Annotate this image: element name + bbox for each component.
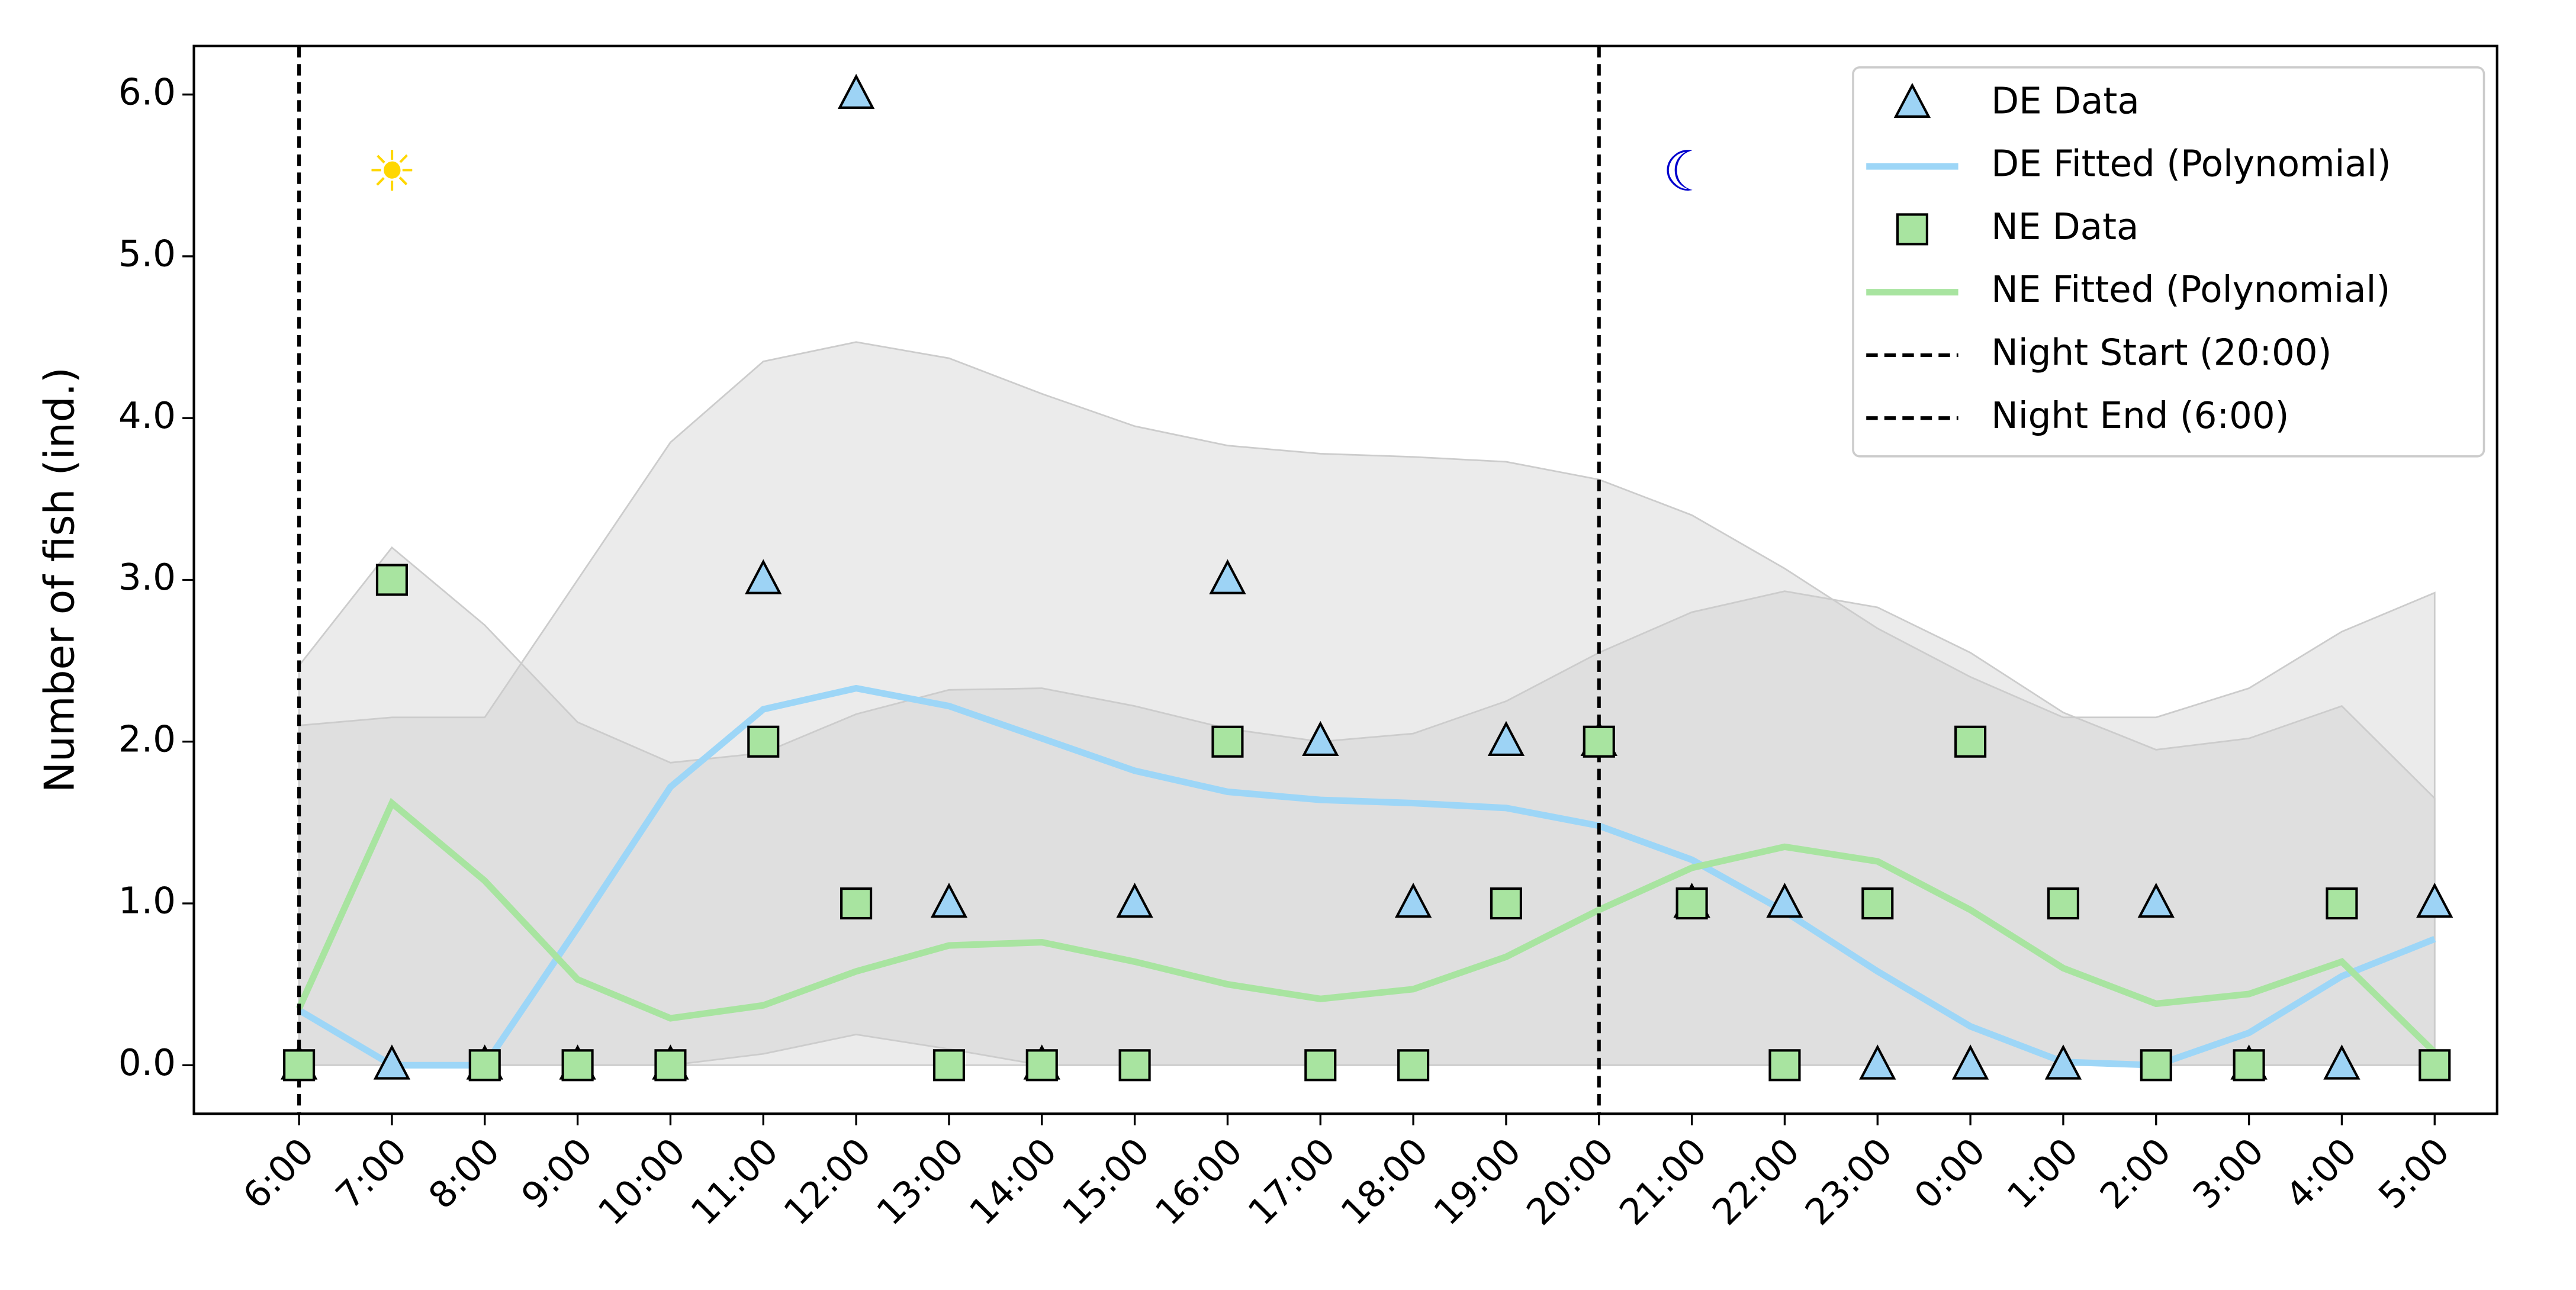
- data-point: [2044, 1044, 2082, 1080]
- data-point: [1861, 887, 1894, 920]
- x-tick-label: 5:00: [2371, 1130, 2458, 1217]
- y-tick-label: 4.0: [118, 395, 176, 437]
- data-point: [2419, 1049, 2451, 1082]
- y-tick-label: 1.0: [118, 880, 176, 922]
- legend-label: DE Fitted (Polynomial): [1991, 143, 2391, 185]
- x-tick-label: 14:00: [961, 1130, 1065, 1234]
- x-tick-label: 6:00: [235, 1130, 322, 1217]
- y-axis-label: Number of fish (ind.): [37, 367, 84, 793]
- legend-label: NE Data: [1991, 206, 2138, 248]
- x-tick-label: 2:00: [2092, 1130, 2179, 1217]
- data-point: [1211, 725, 1244, 758]
- data-point: [2326, 887, 2358, 920]
- data-point: [1487, 720, 1525, 757]
- x-tick-label: 4:00: [2278, 1130, 2365, 1217]
- data-point: [375, 564, 408, 596]
- data-point: [1490, 887, 1522, 920]
- data-point: [2323, 1044, 2360, 1080]
- data-point: [1397, 1049, 1430, 1082]
- annotation: ☀: [367, 139, 417, 204]
- annotation: ☾: [1662, 139, 1712, 204]
- data-point: [2233, 1049, 2265, 1082]
- x-tick-label: 1:00: [1999, 1130, 2086, 1217]
- x-tick-label: 17:00: [1240, 1130, 1344, 1234]
- data-point: [1302, 720, 1339, 757]
- data-point: [1768, 1049, 1801, 1082]
- data-point: [1675, 887, 1708, 920]
- data-point: [745, 559, 782, 594]
- x-tick-label: 20:00: [1519, 1130, 1622, 1234]
- x-tick-label: 11:00: [683, 1130, 787, 1234]
- x-tick-label: 19:00: [1426, 1130, 1529, 1234]
- x-tick-label: 18:00: [1333, 1130, 1437, 1234]
- y-tick-label: 0.0: [118, 1042, 176, 1084]
- x-tick-label: 9:00: [513, 1130, 600, 1217]
- data-point: [1118, 1049, 1151, 1082]
- data-point: [1116, 883, 1153, 918]
- data-point: [930, 883, 968, 918]
- legend-label: NE Fitted (Polynomial): [1991, 269, 2390, 311]
- x-tick-label: 15:00: [1054, 1130, 1158, 1234]
- data-point: [1209, 559, 1246, 594]
- data-point: [561, 1049, 594, 1082]
- legend-label: DE Data: [1991, 80, 2140, 122]
- legend-box: [1852, 66, 2485, 458]
- y-tick-label: 3.0: [118, 556, 176, 599]
- legend-marker: [1893, 82, 1931, 118]
- y-tick-label: 2.0: [118, 718, 176, 760]
- legend-label: Night Start (20:00): [1991, 332, 2331, 374]
- data-point: [373, 1044, 411, 1080]
- x-tick-label: 8:00: [421, 1130, 508, 1217]
- data-point: [747, 725, 780, 758]
- data-point: [1394, 883, 1432, 918]
- fitted-line: [296, 797, 2437, 1055]
- data-point: [2137, 883, 2175, 918]
- x-tick-label: 21:00: [1612, 1130, 1715, 1234]
- data-point: [1954, 725, 1987, 758]
- x-tick-label: 16:00: [1147, 1130, 1251, 1234]
- data-point: [2047, 887, 2079, 920]
- data-point: [2140, 1049, 2172, 1082]
- data-point: [1583, 725, 1615, 758]
- x-tick-label: 3:00: [2185, 1130, 2272, 1217]
- data-point: [1859, 1044, 1896, 1080]
- data-point: [932, 1049, 965, 1082]
- fitted-line: [297, 684, 2436, 1069]
- data-point: [837, 73, 875, 109]
- x-tick-label: 7:00: [328, 1130, 415, 1217]
- x-tick-label: 23:00: [1797, 1130, 1901, 1234]
- y-tick-label: 6.0: [118, 71, 176, 113]
- data-point: [1766, 883, 1803, 918]
- legend-label: Night End (6:00): [1991, 395, 2289, 437]
- plot-frame: [192, 44, 2498, 1115]
- y-tick-label: 5.0: [118, 233, 176, 275]
- data-point: [283, 1049, 316, 1082]
- data-point: [1951, 1044, 1989, 1080]
- x-tick-label: 12:00: [776, 1130, 880, 1234]
- data-point: [654, 1049, 687, 1082]
- x-tick-label: 13:00: [869, 1130, 972, 1234]
- data-point: [2416, 883, 2453, 918]
- data-point: [840, 887, 873, 920]
- x-tick-label: 22:00: [1705, 1130, 1808, 1234]
- data-point: [1025, 1049, 1058, 1082]
- data-point: [468, 1049, 501, 1082]
- legend-marker: [1896, 213, 1928, 246]
- x-tick-label: 10:00: [590, 1130, 694, 1234]
- data-point: [1304, 1049, 1337, 1082]
- x-tick-label: 0:00: [1906, 1130, 1993, 1217]
